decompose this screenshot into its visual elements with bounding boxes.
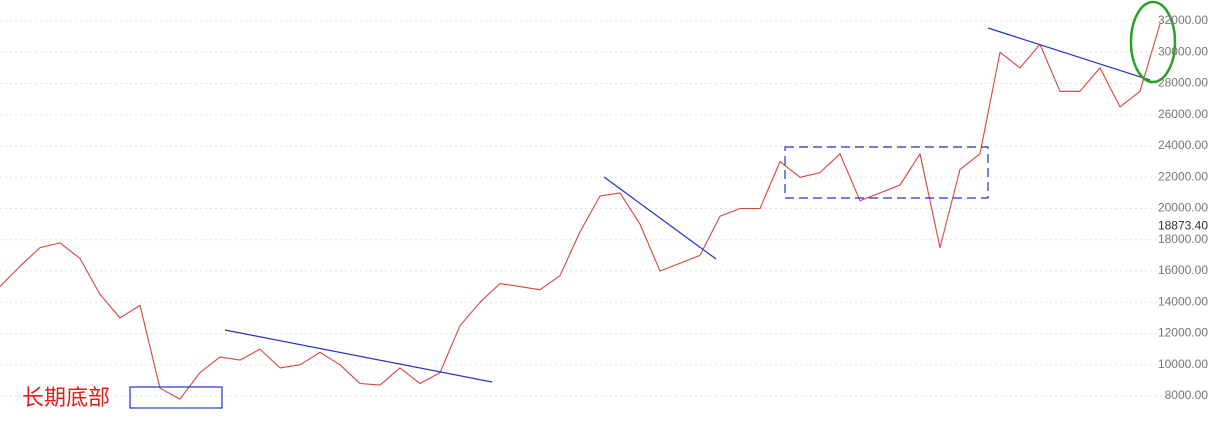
trend-line [603,176,717,260]
y-tick-label: 18000.00 [1158,232,1208,246]
y-tick-label: 26000.00 [1158,107,1208,121]
price-marker-bg [1156,218,1212,235]
highlight-ellipse [1129,0,1177,84]
trend-line [224,329,493,383]
price-line [0,23,1161,400]
y-tick-label: 16000.00 [1158,263,1208,277]
y-tick-label: 12000.00 [1158,326,1208,340]
range-box [784,146,989,199]
price-marker-label: 18873.40 [1158,218,1208,232]
trend-line [987,27,1151,81]
grid [0,20,1208,397]
y-tick-label: 32000.00 [1158,13,1208,27]
drawings: 长期底部 [22,0,1177,410]
plot [0,23,1161,400]
y-tick-label: 24000.00 [1158,138,1208,152]
annotation: 长期底部 [22,385,110,410]
y-tick-label: 28000.00 [1158,76,1208,90]
bottom-box [129,386,223,409]
y-tick-label: 30000.00 [1158,44,1208,58]
y-tick-label: 10000.00 [1158,357,1208,371]
y-axis: 8000.00 10000.00 12000.00 14000.00 16000.00 1… [1156,13,1212,402]
y-tick-label: 8000.00 [1165,388,1209,402]
y-tick-label: 20000.00 [1158,201,1208,215]
y-tick-label: 14000.00 [1158,294,1208,308]
y-tick-label: 22000.00 [1158,169,1208,183]
